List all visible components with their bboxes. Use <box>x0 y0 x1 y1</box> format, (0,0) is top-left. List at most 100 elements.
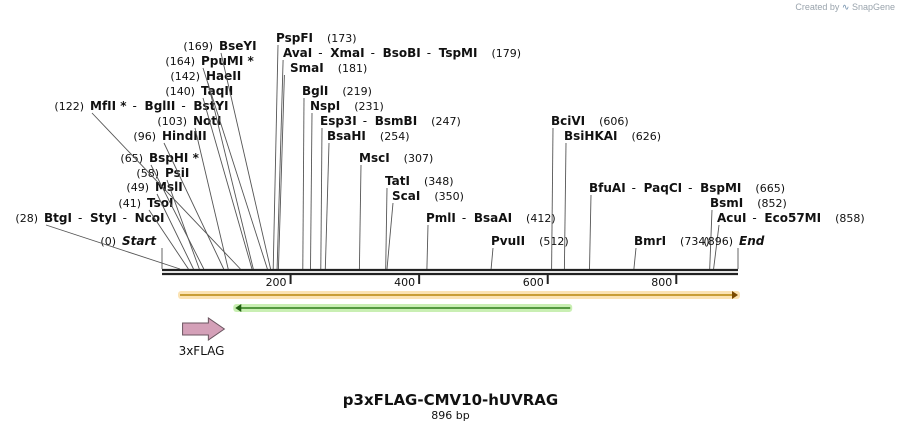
site-name: HaeII <box>206 69 241 83</box>
site-connector <box>386 202 394 270</box>
site-name: PsiI <box>165 166 189 180</box>
site-pvuii: PvuII (512) <box>490 234 569 270</box>
orf-reverse-arrowhead <box>235 304 242 312</box>
site-name: AcuI <box>717 211 746 225</box>
site-name: AvaI <box>283 46 312 60</box>
site-name: BseYI <box>219 39 257 53</box>
map-title: p3xFLAG-CMV10-hUVRAG <box>342 391 559 409</box>
site-position: (247) <box>431 115 461 128</box>
site-separator: - <box>688 181 692 195</box>
site-noti: NotI (103) <box>157 114 229 270</box>
site-separator: - <box>462 211 466 225</box>
site-separator: - <box>363 114 367 128</box>
site-separator: - <box>78 211 82 225</box>
site-name: MslI <box>155 180 183 194</box>
site-bfuai: BfuAI - PaqCI - BspMI (665) <box>589 181 785 270</box>
credit-brand: SnapGene <box>851 2 895 12</box>
site-position: (49) <box>126 181 149 194</box>
site-position: (734) <box>680 235 710 248</box>
site-connector <box>276 59 284 270</box>
site-connector <box>320 127 323 270</box>
site-name: SmaI <box>290 61 324 75</box>
site-connector <box>310 112 313 270</box>
site-position: (350) <box>434 190 464 203</box>
site-position: (122) <box>54 100 84 113</box>
site-position: (103) <box>157 115 187 128</box>
site-position: (606) <box>599 115 629 128</box>
site-name: BstYI <box>193 99 228 113</box>
site-msli: MslI (49) <box>126 180 194 270</box>
site-connector <box>563 142 567 270</box>
ruler-tick-label: 800 <box>651 276 672 289</box>
site-position: (96) <box>133 130 156 143</box>
site-bgli: BglI (219) <box>302 84 372 270</box>
feature-3xflag-arrow <box>182 317 226 341</box>
site-separator: - <box>318 46 322 60</box>
site-bsihkai: BsiHKAI (626) <box>563 129 662 270</box>
site-name: BglI <box>302 84 328 98</box>
ruler-tick-label: 200 <box>266 276 287 289</box>
site-pspfi: PspFI (173) <box>272 31 357 270</box>
site-connector <box>163 142 225 270</box>
site-connector <box>277 74 285 270</box>
site-position: (169) <box>183 40 213 53</box>
site-msci: MscI (307) <box>358 151 433 270</box>
site-scai: ScaI (350) <box>386 189 464 270</box>
site-ppumi: PpuMI * (164) <box>165 54 268 270</box>
site-haeii: HaeII (142) <box>170 69 254 270</box>
site-bseyi: BseYI (169) <box>183 39 272 270</box>
site-separator: - <box>123 211 127 225</box>
site-name: TatI <box>385 174 410 188</box>
site-bsmi: BsmI (852) <box>709 196 787 270</box>
snapgene-logo-icon: ∿ <box>841 2 850 12</box>
site-position: (858) <box>835 212 865 225</box>
site-name: BtgI <box>44 211 72 225</box>
site-end: End (896) <box>703 234 765 269</box>
site-position: (140) <box>165 85 195 98</box>
site-name: StyI <box>90 211 117 225</box>
site-name: Start <box>122 234 157 248</box>
site-name: BsiHKAI <box>564 129 618 143</box>
site-name: PspFI <box>276 31 313 45</box>
site-name: XmaI <box>330 46 364 60</box>
site-nspi: NspI (231) <box>310 99 384 270</box>
site-name: BfuAI <box>589 181 626 195</box>
site-bsahi: BsaHI (254) <box>324 129 410 270</box>
orf-forward-arrowhead <box>732 291 738 299</box>
site-position: (665) <box>755 182 785 195</box>
site-name: BmrI <box>634 234 666 248</box>
site-acui: AcuI - Eco57MI (858) <box>713 211 865 270</box>
credit-prefix: Created by <box>795 2 840 12</box>
site-position: (254) <box>380 130 410 143</box>
site-name: NotI <box>193 114 222 128</box>
site-start: Start (0) <box>100 234 163 269</box>
site-connector <box>194 127 229 270</box>
site-connector <box>166 179 200 270</box>
site-hindiii: HindIII (96) <box>133 129 225 270</box>
site-bcivi: BciVI (606) <box>551 114 629 270</box>
ruler-tick-label: 600 <box>523 276 544 289</box>
site-name: PaqCI <box>644 181 682 195</box>
site-position: (626) <box>632 130 662 143</box>
site-position: (65) <box>120 152 143 165</box>
features: 3xFLAG <box>178 291 740 358</box>
site-name: ScaI <box>392 189 420 203</box>
site-btgi: BtgI - StyI - NcoI(28) <box>15 211 181 270</box>
site-name: TspMI <box>439 46 478 60</box>
site-connector <box>551 127 554 270</box>
site-position: (412) <box>526 212 556 225</box>
sequence-backbone: 200 400 600 800 <box>162 268 738 289</box>
site-bsphi: BspHI * (65) <box>120 151 205 270</box>
site-connector <box>302 97 305 270</box>
site-taqii: TaqII(140) <box>165 84 253 270</box>
site-connector <box>426 224 429 270</box>
site-connector <box>358 164 362 270</box>
site-pmli: PmlI - BsaAI (412) <box>426 211 556 270</box>
site-separator: - <box>427 46 431 60</box>
site-position: (41) <box>118 197 141 210</box>
site-name: BspMI <box>700 181 741 195</box>
site-separator: - <box>133 99 137 113</box>
site-tati: TatI (348) <box>385 174 454 270</box>
site-connector <box>148 209 189 270</box>
site-name: NcoI <box>135 211 165 225</box>
